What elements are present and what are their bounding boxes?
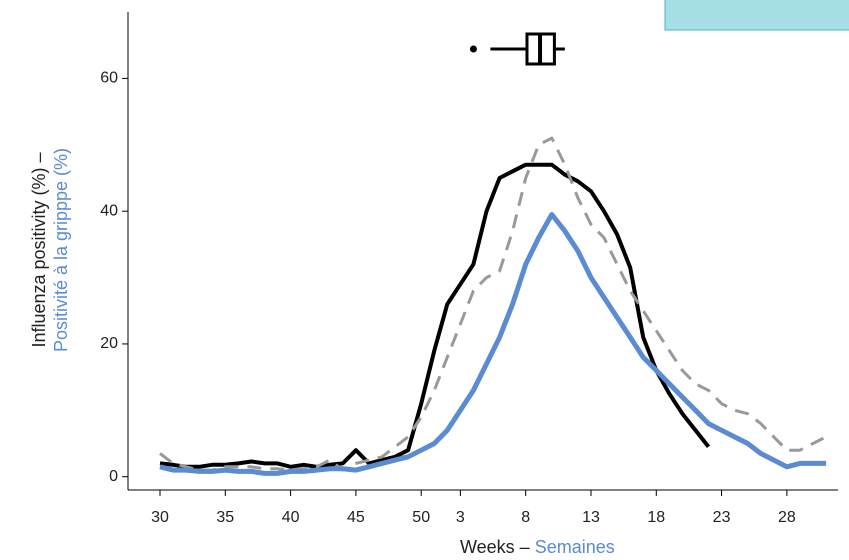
x-tick-label: 50 — [412, 509, 430, 526]
x-tick-label: 35 — [216, 509, 234, 526]
x-label-sub: Semaines — [535, 537, 615, 557]
x-label-group: Weeks – Semaines — [460, 537, 615, 557]
y-label: Influenza positivity (%) – — [29, 152, 49, 347]
x-tick-label: 40 — [282, 509, 300, 526]
series-line — [159, 162, 711, 469]
y-tick-label: 0 — [109, 468, 118, 485]
x-tick-label: 23 — [713, 509, 731, 526]
y-tick-label: 60 — [100, 70, 118, 87]
x-tick-label: 30 — [151, 509, 169, 526]
series-line — [159, 136, 827, 472]
x-tick-label: 8 — [521, 509, 530, 526]
x-tick-label: 18 — [647, 509, 665, 526]
y-label-sub: Positivité à la gripppe (%) — [51, 148, 71, 352]
x-label: Weeks – — [460, 537, 530, 557]
y-tick-label: 20 — [100, 335, 118, 352]
x-tick-label: 13 — [582, 509, 600, 526]
y-tick-label: 40 — [100, 202, 118, 219]
x-tick-label: 45 — [347, 509, 365, 526]
y-label-group: Influenza positivity (%) – Positivité à … — [29, 148, 71, 352]
series-line — [159, 212, 827, 476]
box-outlier — [469, 45, 477, 53]
x-tick-label: 28 — [778, 509, 796, 526]
x-tick-label: 3 — [456, 509, 465, 526]
legend-box — [664, 0, 849, 31]
